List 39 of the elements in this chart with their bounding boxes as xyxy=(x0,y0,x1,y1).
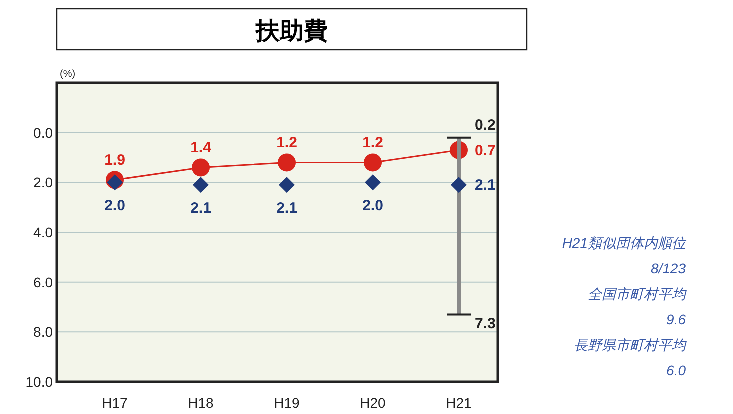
text: H21類似団体内順位 xyxy=(562,235,687,251)
text: 全国市町村平均 xyxy=(588,286,688,302)
data-label: 1.2 xyxy=(362,134,384,152)
x-tick-label: H20 xyxy=(360,395,386,411)
point xyxy=(193,177,209,194)
point xyxy=(278,154,296,172)
y-tick-label: 0.0 xyxy=(34,124,54,141)
data-label: 2.1 xyxy=(475,177,496,194)
data-label: 2.0 xyxy=(362,198,384,215)
y-tick-label: 10.0 xyxy=(26,374,54,390)
text: 9.6 xyxy=(666,312,686,328)
chart-title: 扶助費 xyxy=(255,17,328,45)
point xyxy=(365,174,381,191)
text: 6.0 xyxy=(666,362,686,378)
x-tick-label: H18 xyxy=(188,395,214,411)
data-label: 2.1 xyxy=(276,200,298,218)
y-tick-label: 8.0 xyxy=(34,324,54,340)
point xyxy=(192,158,210,177)
x-tick-label: H17 xyxy=(102,395,128,411)
data-label: 2.1 xyxy=(190,200,212,218)
point xyxy=(107,174,123,191)
x-tick-label: H19 xyxy=(274,395,300,411)
x-tick-label: H21 xyxy=(446,395,472,411)
y-tick-label: 6.0 xyxy=(34,274,54,290)
data-label: 1.2 xyxy=(276,134,298,152)
annotation: 7.3 xyxy=(475,316,496,333)
text: 長野県市町村平均 xyxy=(574,337,688,353)
y-tick-label: 2.0 xyxy=(34,174,54,191)
y-axis-title: (%) xyxy=(60,69,76,80)
point xyxy=(364,154,382,172)
point xyxy=(279,177,295,194)
text: 8/123 xyxy=(650,260,686,276)
y-tick-label: 4.0 xyxy=(34,224,54,240)
annotation: 0.2 xyxy=(475,116,496,134)
data-label: 0.7 xyxy=(475,142,496,160)
data-label: 1.9 xyxy=(104,152,126,170)
data-label: 2.0 xyxy=(104,198,126,215)
point xyxy=(451,177,467,194)
data-label: 1.4 xyxy=(190,140,212,157)
